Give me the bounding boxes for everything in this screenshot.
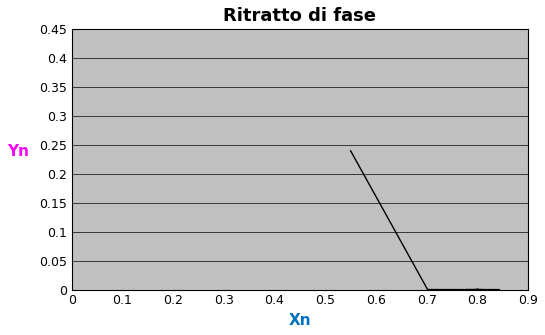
Y-axis label: Yn: Yn — [7, 144, 29, 159]
X-axis label: Xn: Xn — [288, 313, 311, 328]
Title: Ritratto di fase: Ritratto di fase — [223, 7, 377, 25]
